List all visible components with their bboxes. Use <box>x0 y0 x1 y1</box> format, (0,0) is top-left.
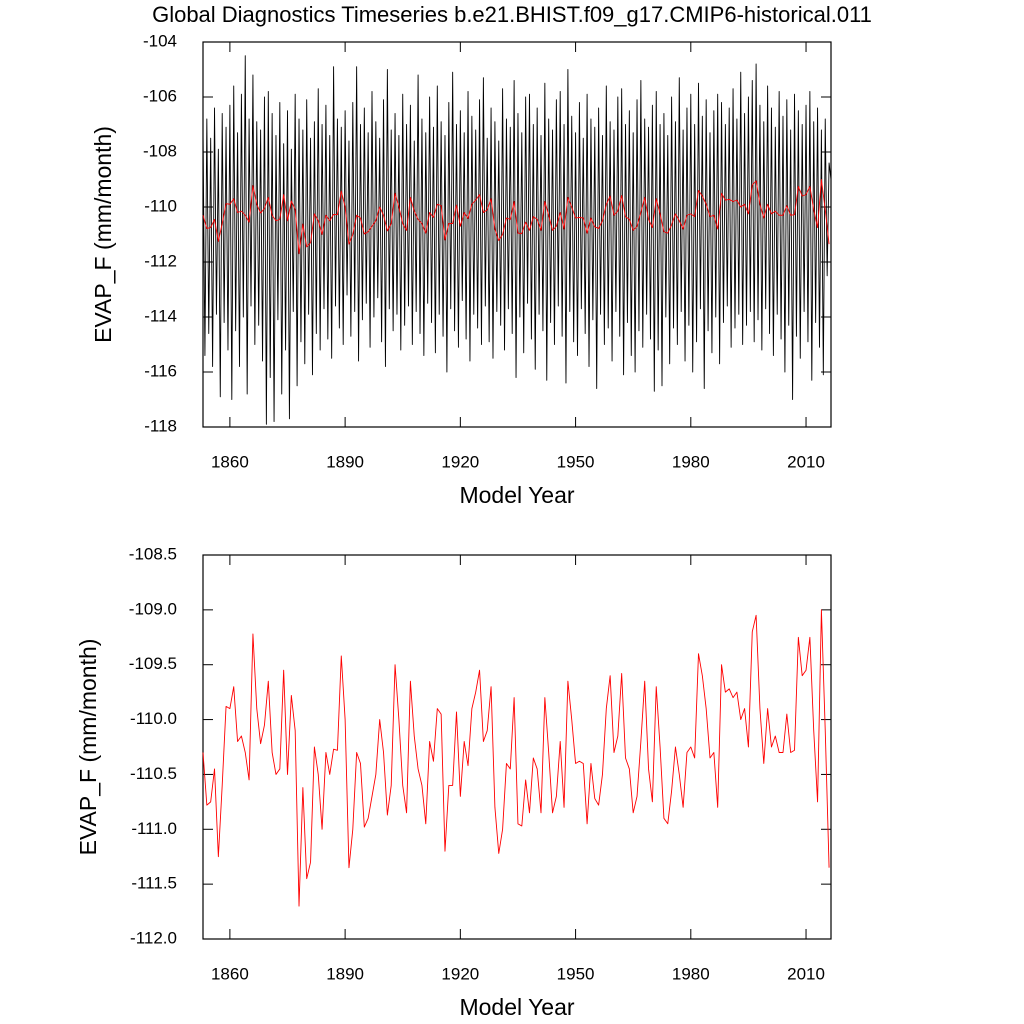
x-tick-label: 1950 <box>557 452 595 471</box>
data-line <box>202 179 830 255</box>
y-tick-label: -116 <box>144 361 177 380</box>
x-tick-label: 1890 <box>326 452 364 471</box>
y-tick-label: -109.5 <box>129 654 177 673</box>
x-tick-label: 1920 <box>441 964 479 983</box>
y-tick-label: -106 <box>143 86 177 105</box>
y-axis-label: EVAP_F (mm/month) <box>90 126 116 343</box>
y-tick-label: -104 <box>143 31 177 50</box>
y-tick-label: -112 <box>144 251 177 270</box>
x-tick-label: 1980 <box>672 452 710 471</box>
x-axis-label: Model Year <box>459 482 574 508</box>
y-tick-label: -112.0 <box>130 928 177 947</box>
x-tick-label: 1860 <box>211 964 249 983</box>
y-tick-label: -118 <box>144 416 177 435</box>
x-axis-label: Model Year <box>459 994 574 1020</box>
x-tick-label: 1920 <box>441 452 479 471</box>
y-tick-label: -109.0 <box>129 599 177 618</box>
y-tick-label: -108 <box>143 141 177 160</box>
data-line <box>202 609 830 907</box>
x-tick-label: 1860 <box>211 452 249 471</box>
y-tick-label: -111.0 <box>131 819 177 838</box>
x-tick-label: 1890 <box>326 964 364 983</box>
y-tick-label: -110.0 <box>130 709 177 728</box>
y-axis-label: EVAP_F (mm/month) <box>75 639 101 856</box>
plot-frame <box>202 41 832 428</box>
x-tick-label: 2010 <box>787 452 825 471</box>
y-tick-label: -111.5 <box>131 874 177 893</box>
data-line <box>202 55 832 425</box>
x-tick-label: 1980 <box>672 964 710 983</box>
y-tick-label: -114 <box>144 306 177 325</box>
y-tick-label: -110.5 <box>130 764 177 783</box>
x-tick-label: 1950 <box>557 964 595 983</box>
chart-title: Global Diagnostics Timeseries b.e21.BHIS… <box>152 2 872 27</box>
plot-frame <box>202 554 832 940</box>
y-tick-label: -110 <box>144 196 177 215</box>
y-tick-label: -108.5 <box>129 544 177 563</box>
x-tick-label: 2010 <box>787 964 825 983</box>
